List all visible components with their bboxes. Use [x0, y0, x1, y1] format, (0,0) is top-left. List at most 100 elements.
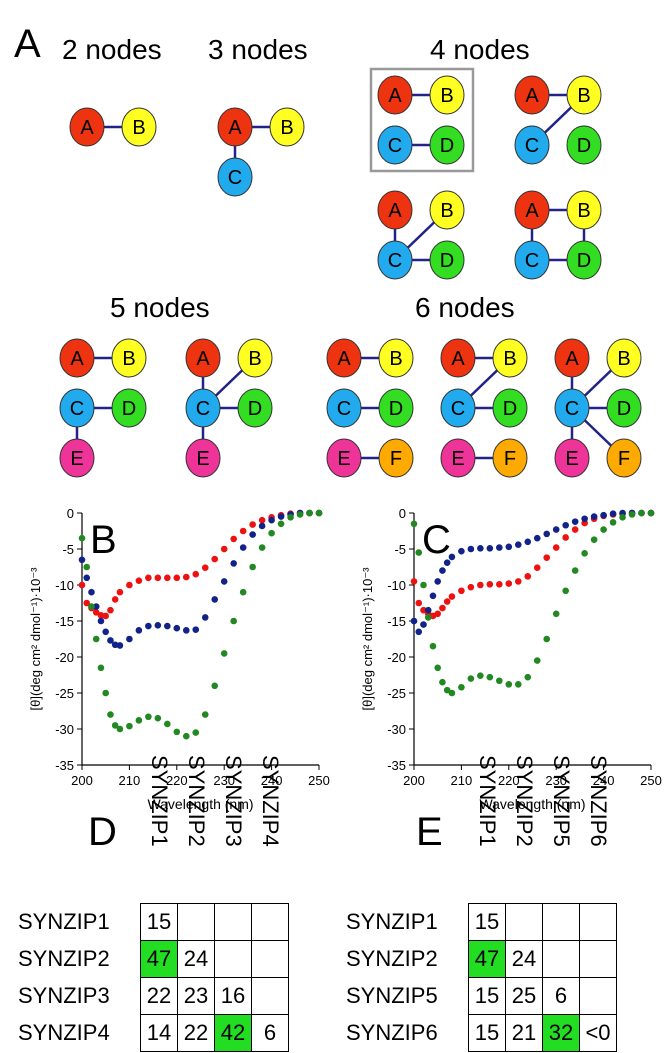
graph-node [492, 438, 528, 478]
matrix-cell: 21 [505, 1014, 543, 1052]
matrix-cell: 23 [177, 977, 215, 1015]
y-axis-label: [θ](deg cm² dmol⁻¹)·10⁻³ [28, 567, 43, 711]
x-tick-label: 200 [71, 773, 93, 788]
graph-node [514, 240, 550, 280]
data-point [173, 728, 181, 736]
data-point [211, 596, 219, 603]
matrix-column-label: SYNZIP2 [184, 755, 209, 847]
graph-node-label: C [525, 250, 539, 272]
data-point [600, 511, 607, 519]
x-tick-label: 240 [261, 773, 283, 788]
matrix-cell: 42 [214, 1014, 252, 1052]
graph-node [237, 338, 273, 378]
y-tick-label: -35 [55, 758, 74, 773]
graph-node-label: B [503, 348, 516, 370]
matrix-cell [542, 903, 580, 941]
graph-node-label: F [618, 448, 630, 470]
data-point [439, 604, 446, 612]
matrix-cell: 6 [251, 1014, 289, 1052]
graph-node [514, 75, 550, 115]
data-point [424, 606, 432, 614]
graph-node [440, 338, 476, 378]
x-tick-label: 230 [545, 773, 567, 788]
data-point [135, 627, 143, 634]
graph-node-label: B [577, 85, 590, 107]
y-tick-label: -15 [55, 614, 74, 629]
matrix-cell: 47 [140, 940, 178, 978]
graph-node [326, 438, 362, 478]
data-point [192, 626, 200, 633]
matrix-cell [214, 903, 252, 941]
data-point [420, 621, 427, 628]
graph-node-label: C [525, 135, 539, 157]
graph-node-label: D [577, 250, 591, 272]
network-graph: A B C D [514, 75, 602, 165]
graph-node [377, 190, 413, 230]
network-graph: A B C D [377, 190, 465, 280]
data-point [496, 677, 503, 685]
data-point [192, 570, 200, 578]
data-point [543, 554, 551, 561]
data-point [164, 720, 171, 728]
matrix-row-label: SYNZIP2 [346, 946, 438, 971]
matrix-cell: 47 [468, 940, 506, 978]
data-point [448, 593, 456, 600]
data-point [562, 534, 569, 541]
y-tick-label: -25 [55, 686, 74, 701]
matrix-cell [251, 903, 289, 941]
graph-node-label: E [565, 448, 578, 470]
graph-node [377, 240, 413, 280]
graph-node [217, 107, 253, 147]
data-point [239, 588, 247, 596]
data-point [448, 689, 456, 697]
data-point [83, 599, 91, 607]
data-point [533, 657, 541, 664]
network-graph: A B C D E F [554, 338, 642, 478]
data-point [239, 527, 247, 535]
data-point [258, 516, 266, 524]
data-point [83, 574, 91, 582]
matrix-grid: 15 47 24 15 25 6 15 21 32 <0 [468, 903, 617, 1052]
graph-node-label: D [440, 250, 454, 272]
data-series [78, 509, 323, 740]
data-point [420, 606, 427, 614]
data-point [107, 637, 114, 644]
graph-node-label: A [337, 348, 351, 370]
matrix-column-label: SYNZIP6 [586, 755, 611, 847]
matrix-cell: 15 [140, 903, 178, 941]
data-point [434, 664, 441, 672]
data-point [496, 580, 503, 588]
data-point [434, 610, 441, 618]
data-point [514, 578, 522, 585]
data-point [505, 580, 513, 587]
data-point [486, 673, 494, 681]
matrix-row-label: SYNZIP1 [346, 909, 438, 934]
y-tick-label: -15 [387, 614, 406, 629]
data-point [477, 581, 484, 589]
graph-node-label: A [451, 348, 465, 370]
data-point [434, 578, 441, 585]
data-point [420, 581, 427, 589]
data-point [102, 628, 109, 636]
graph-node-label: D [440, 135, 454, 157]
data-point [135, 717, 143, 724]
matrix-cell: 22 [140, 977, 178, 1015]
data-point [145, 713, 152, 721]
data-point [619, 514, 626, 521]
data-point [111, 596, 119, 603]
graph-node-label: A [196, 348, 210, 370]
graph-node-label: E [337, 448, 350, 470]
graph-node [566, 125, 602, 165]
x-axis-label: Wavelength (nm) [147, 796, 253, 812]
matrix-cell [579, 977, 617, 1015]
matrix-cell [505, 903, 543, 941]
graph-node [378, 438, 414, 478]
data-point [571, 567, 579, 574]
graph-node-label: C [565, 398, 579, 420]
y-tick-label: 0 [67, 506, 74, 521]
matrix-cell: 24 [505, 940, 543, 978]
data-point [249, 521, 256, 528]
x-tick-label: 240 [593, 773, 615, 788]
graph-node [59, 388, 95, 428]
data-point [107, 606, 114, 614]
